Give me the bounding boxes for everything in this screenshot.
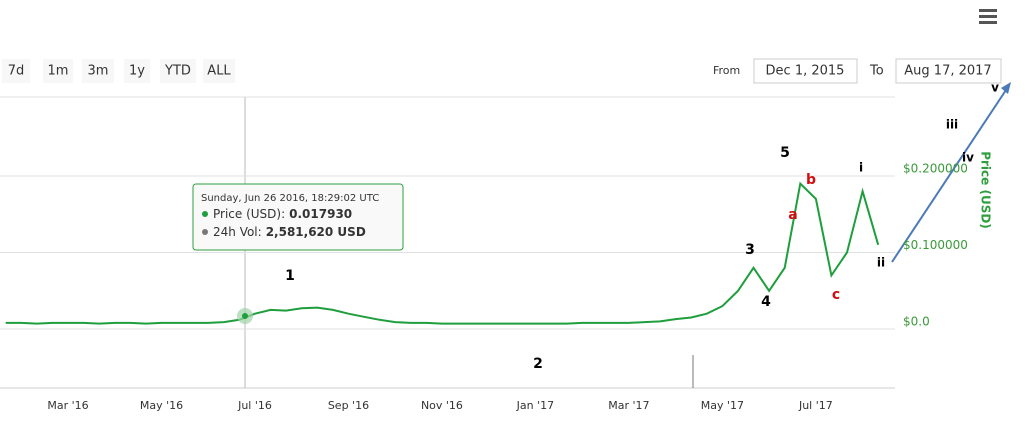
wave-label: 1 xyxy=(285,268,295,284)
wave-label: 5 xyxy=(780,145,790,161)
wave-label: ii xyxy=(877,256,885,270)
x-tick-label: Mar '17 xyxy=(608,399,649,412)
trend-arrow xyxy=(891,86,1009,263)
x-tick-label: Jul '16 xyxy=(237,399,272,412)
menu-icon[interactable] xyxy=(979,9,997,24)
range-button[interactable] xyxy=(160,59,196,83)
range-button-label: 1y xyxy=(129,64,145,79)
menu-bar xyxy=(979,9,997,12)
x-tick-label: Mar '16 xyxy=(47,399,88,412)
from-date: Dec 1, 2015 xyxy=(766,64,845,79)
y-tick-label: $0.100000 xyxy=(903,238,968,252)
range-button-label: 7d xyxy=(8,64,25,79)
wave-label: b xyxy=(806,172,816,188)
from-label: From xyxy=(713,64,740,77)
range-button[interactable] xyxy=(82,59,114,83)
wave-label: i xyxy=(859,161,863,175)
tooltip-date: Sunday, Jun 26 2016, 18:29:02 UTC xyxy=(201,193,379,204)
tooltip-box xyxy=(192,183,404,251)
range-button[interactable] xyxy=(203,59,235,83)
range-button[interactable] xyxy=(2,59,30,83)
range-button[interactable] xyxy=(124,59,150,83)
wave-label: 3 xyxy=(745,242,755,258)
range-button[interactable] xyxy=(43,59,73,83)
wave-label: v xyxy=(991,81,999,95)
price-line xyxy=(5,181,880,325)
arrow-head xyxy=(1001,82,1011,94)
tooltip-price-label: Price (USD): xyxy=(213,207,285,221)
tooltip: Sunday, Jun 26 2016, 18:29:02 UTC Price (… xyxy=(192,183,404,251)
range-button-label: 3m xyxy=(88,64,109,79)
menu-bar xyxy=(979,15,997,18)
x-tick-label: Sep '16 xyxy=(328,399,369,412)
tooltip-dot xyxy=(202,211,208,217)
x-tick-label: May '17 xyxy=(701,399,744,412)
tooltip-vol-label: 24h Vol: xyxy=(213,225,262,239)
y-tick-label: $0.0 xyxy=(903,315,930,329)
x-tick-label: Jul '17 xyxy=(798,399,833,412)
wave-label: a xyxy=(788,207,797,223)
range-button-label: 1m xyxy=(48,64,69,79)
y-tick-label: $0.200000 xyxy=(903,162,968,176)
range-button-label: YTD xyxy=(164,64,191,79)
to-label: To xyxy=(869,64,884,79)
x-tick-label: Nov '16 xyxy=(421,399,463,412)
tooltip-price: Price (USD): 0.017930 xyxy=(213,207,352,221)
tooltip-vol: 24h Vol: 2,581,620 USD xyxy=(213,225,366,239)
x-tick-label: May '16 xyxy=(140,399,183,412)
wave-label: c xyxy=(832,287,840,303)
tooltip-vol-value: 2,581,620 USD xyxy=(266,225,366,239)
range-button-label: ALL xyxy=(207,64,231,79)
wave-label: iv xyxy=(962,151,974,165)
hover-marker xyxy=(242,313,248,319)
to-date: Aug 17, 2017 xyxy=(904,64,991,79)
wave-label: 4 xyxy=(761,294,771,310)
tooltip-price-value: 0.017930 xyxy=(289,207,352,221)
tooltip-dot xyxy=(202,229,208,235)
wave-label: iii xyxy=(946,118,958,132)
wave-label: 2 xyxy=(533,356,543,372)
from-input[interactable] xyxy=(753,58,858,84)
to-input[interactable] xyxy=(895,58,1002,84)
x-tick-label: Jan '17 xyxy=(516,399,554,412)
y-axis-title: Price (USD) xyxy=(979,151,993,229)
menu-bar xyxy=(979,21,997,24)
